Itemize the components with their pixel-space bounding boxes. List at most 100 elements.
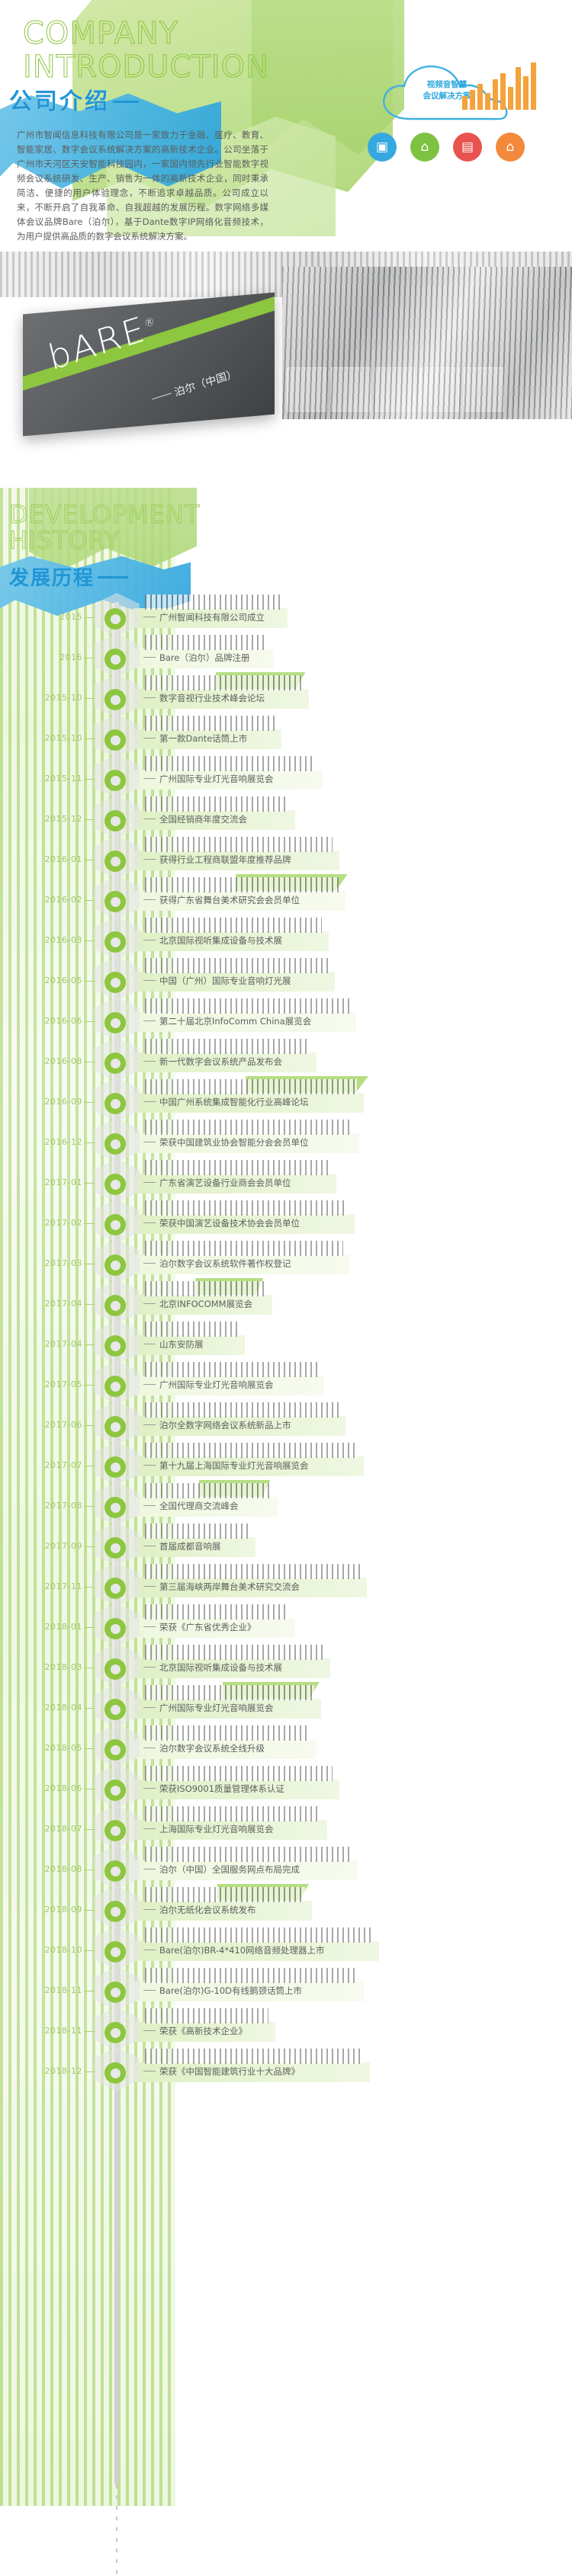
- timeline-item[interactable]: 2018-06 荣获ISO9001质量管理体系认证: [0, 1764, 572, 1814]
- timeline-node-icon[interactable]: [104, 1133, 126, 1155]
- timeline-item[interactable]: 2016-06 第二十届北京InfoComm China展览会: [0, 997, 572, 1046]
- timeline-text: 广州国际专业灯光音响展览会: [143, 1379, 274, 1391]
- chart-bar: [477, 84, 483, 110]
- timeline-node-icon[interactable]: [104, 770, 126, 791]
- timeline-node-icon[interactable]: [104, 1456, 126, 1478]
- timeline-date: 2016-08: [17, 1056, 95, 1066]
- timeline-item[interactable]: 2018-05 泊尔数字会议系统全线升级: [0, 1724, 572, 1773]
- cloud-label: 视频音智慧 会议解决方案: [423, 80, 471, 101]
- timeline-text: 荣获ISO9001质量管理体系认证: [143, 1783, 284, 1795]
- timeline-bar: [133, 649, 274, 668]
- timeline-node-icon[interactable]: [104, 1901, 126, 1922]
- timeline-item[interactable]: 2015-11 广州国际专业灯光音响展览会: [0, 755, 572, 804]
- timeline-item[interactable]: 2016-05 中国（广州）国际专业音响灯光展: [0, 956, 572, 1006]
- timeline-node-icon[interactable]: [104, 1820, 126, 1841]
- timeline-text-lead: [143, 1384, 156, 1385]
- timeline-bar: [133, 851, 339, 870]
- timeline-node-icon[interactable]: [104, 1699, 126, 1720]
- timeline-item[interactable]: 2016-01 获得行业工程商联盟年度推荐品牌: [0, 835, 572, 885]
- timeline-text-lead: [143, 1707, 156, 1708]
- timeline-item[interactable]: 2018-04 广州国际专业灯光音响展览会: [0, 1682, 572, 1733]
- timeline-photo-band: [145, 1887, 305, 1902]
- timeline-item[interactable]: 2017-07 第十九届上海国际专业灯光音响展览会: [0, 1441, 572, 1491]
- timeline-item[interactable]: 2017-11 第三届海峡两岸舞台美术研究交流会: [0, 1562, 572, 1612]
- timeline-item[interactable]: 2015-10 第一款Dante话筒上市: [0, 714, 572, 764]
- timeline-node-icon[interactable]: [104, 1982, 126, 2003]
- timeline-node-icon[interactable]: [104, 1416, 126, 1437]
- timeline-item[interactable]: 2015-10 数字音视行业技术峰会论坛: [0, 672, 572, 723]
- timeline-node-icon[interactable]: [104, 1174, 126, 1195]
- timeline-node-icon[interactable]: [104, 1860, 126, 1882]
- timeline-item[interactable]: 2018-10 Bare(泊尔)BR-4*410网络音频处理器上市: [0, 1926, 572, 1975]
- timeline-node-icon[interactable]: [104, 689, 126, 710]
- timeline-node-icon[interactable]: [104, 1780, 126, 1801]
- timeline-item[interactable]: 2015-12 全国经销商年度交流会: [0, 795, 572, 844]
- timeline-node-icon[interactable]: [104, 1012, 126, 1033]
- timeline-item[interactable]: 2018-12 荣获《中国智能建筑行业十大品牌》: [0, 2047, 572, 2097]
- timeline-node-icon[interactable]: [104, 1658, 126, 1680]
- timeline-item[interactable]: 2016-03 北京国际视听集成设备与技术展: [0, 916, 572, 966]
- timeline-node-icon[interactable]: [104, 1537, 126, 1559]
- timeline-node-center: [110, 1502, 121, 1513]
- timeline-bar: [133, 2062, 370, 2082]
- collage-tile: [287, 367, 326, 412]
- timeline-date: 2016-05: [17, 976, 95, 985]
- timeline-node-icon[interactable]: [104, 1295, 126, 1316]
- timeline-node-icon[interactable]: [104, 931, 126, 953]
- timeline-item[interactable]: 2018-03 北京国际视听集成设备与技术展: [0, 1643, 572, 1693]
- timeline-node-icon[interactable]: [104, 1618, 126, 1639]
- timeline-node-icon[interactable]: [104, 1093, 126, 1114]
- timeline-node-icon[interactable]: [104, 1578, 126, 1599]
- timeline-node-icon[interactable]: [104, 649, 126, 670]
- timeline-node-icon[interactable]: [104, 891, 126, 912]
- timeline-item[interactable]: 2018-08 泊尔（中国）全国服务网点布局完成: [0, 1845, 572, 1895]
- timeline-text: 北京国际视听集成设备与技术展: [143, 934, 282, 947]
- timeline-node-icon[interactable]: [104, 810, 126, 831]
- timeline-node-icon[interactable]: [104, 972, 126, 993]
- timeline-text: 第十九届上海国际专业灯光音响展览会: [143, 1459, 309, 1472]
- timeline-item[interactable]: 2018-09 泊尔无纸化会议系统发布: [0, 1884, 572, 1935]
- cloud-illustration: 视频音智慧 会议解决方案 ▣ ⌂ ▤ ⌂: [328, 59, 557, 166]
- timeline-item[interactable]: 2017-09 首届成都音响展: [0, 1522, 572, 1572]
- timeline-node-icon[interactable]: [104, 608, 126, 630]
- timeline-date: 2017-05: [17, 1379, 95, 1389]
- timeline-item[interactable]: 2017-08 全国代理商交流峰会: [0, 1480, 572, 1531]
- timeline-date: 2016-02: [17, 895, 95, 905]
- timeline-text: Bare(泊尔)G-10D有线鹅颈话筒上市: [143, 1985, 302, 1997]
- timeline-item[interactable]: 2018-11 Bare(泊尔)G-10D有线鹅颈话筒上市: [0, 1966, 572, 2016]
- timeline-item[interactable]: 2016-02 获得广东省舞台美术研究会会员单位: [0, 874, 572, 925]
- timeline-item[interactable]: 2017-01 广东省演艺设备行业商会会员单位: [0, 1158, 572, 1208]
- timeline-item[interactable]: 2017-04 北京INFOCOMM展览会: [0, 1278, 572, 1329]
- timeline-node-icon[interactable]: [104, 851, 126, 872]
- timeline-node-icon[interactable]: [104, 1254, 126, 1276]
- timeline-node-icon[interactable]: [104, 1214, 126, 1235]
- timeline-photo-band: [145, 1968, 357, 1983]
- timeline-node-icon[interactable]: [104, 1053, 126, 1074]
- timeline-node-icon[interactable]: [104, 2062, 126, 2084]
- timeline-node-icon[interactable]: [104, 1941, 126, 1962]
- timeline-node-icon[interactable]: [104, 2022, 126, 2043]
- timeline-photo-band: [145, 918, 322, 933]
- collage-tile: [375, 367, 415, 412]
- timeline-text: 中国广州系统集成智能化行业高峰论坛: [143, 1096, 309, 1108]
- timeline-date: 2018-11: [17, 2026, 95, 2036]
- collage-tiles: [287, 367, 503, 412]
- timeline-node-icon[interactable]: [104, 729, 126, 751]
- timeline-node-center: [110, 1421, 121, 1432]
- timeline-node-icon[interactable]: [104, 1497, 126, 1518]
- timeline-item[interactable]: 2016 Bare（泊尔）品牌注册: [0, 633, 572, 683]
- timeline-node-icon[interactable]: [104, 1376, 126, 1397]
- timeline-item[interactable]: 2018-07 上海国际专业灯光音响展览会: [0, 1805, 572, 1854]
- timeline-text: 广州国际专业灯光音响展览会: [143, 773, 274, 785]
- timeline-item[interactable]: 2017-03 泊尔数字会议系统软件著作权登记: [0, 1239, 572, 1289]
- timeline-item[interactable]: 2015 广州智闻科技有限公司成立: [0, 593, 572, 642]
- timeline-node-icon[interactable]: [104, 1739, 126, 1761]
- building-icon: ⌂: [410, 133, 439, 162]
- timeline-node-icon[interactable]: [104, 1335, 126, 1357]
- timeline-node-center: [110, 1543, 121, 1553]
- timeline-item[interactable]: 2018-11 荣获《高新技术企业》: [0, 2007, 572, 2056]
- timeline-item[interactable]: 2018-01 荣获《广东省优秀企业》: [0, 1603, 572, 1652]
- chart-bar: [470, 90, 475, 110]
- company-english-title: COMPANY INTRODUCTION: [22, 16, 270, 85]
- timeline-bar: [133, 1820, 327, 1840]
